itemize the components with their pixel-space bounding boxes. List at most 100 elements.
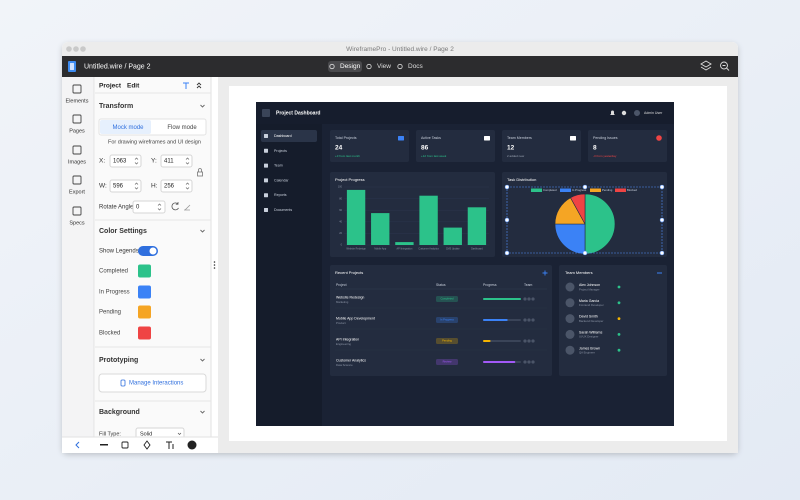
title-bar <box>62 42 738 56</box>
chevron <box>200 358 205 362</box>
x-tick-label: Mobile App <box>374 248 386 251</box>
member-role: Frontend Developer <box>579 303 604 307</box>
resize-grip <box>213 264 216 266</box>
stepper <box>185 157 190 165</box>
status-badge <box>436 296 458 302</box>
bar <box>419 195 438 245</box>
bar <box>443 227 462 245</box>
project-team: Data Science <box>336 363 353 367</box>
section-title: Color Settings <box>99 228 147 235</box>
mode-tab[interactable]: Design <box>340 63 361 70</box>
nav-item[interactable]: Documents <box>274 208 292 212</box>
column-header: Project <box>336 283 347 287</box>
nav-item[interactable]: Team <box>274 164 283 168</box>
team-avatar <box>523 339 527 343</box>
mode-option[interactable]: Flow mode <box>167 125 197 131</box>
nav-item[interactable]: Calendar <box>274 178 289 182</box>
chevron <box>177 432 182 435</box>
stat-card <box>416 130 495 162</box>
settings-icon <box>621 110 627 116</box>
nav-icon <box>264 163 268 168</box>
member-avatar <box>565 329 575 339</box>
mode-tab[interactable]: Docs <box>408 63 424 70</box>
mode-option[interactable]: Mock mode <box>112 125 144 131</box>
legend-label: Completed <box>543 188 557 192</box>
team-avatar <box>527 360 531 364</box>
panel-tab[interactable]: Edit <box>127 83 140 90</box>
legend-swatch <box>590 188 601 192</box>
stat-icon <box>656 135 662 141</box>
stepper <box>157 203 162 211</box>
selection-handle <box>659 217 665 223</box>
pie-slice <box>584 193 616 255</box>
field-value: 411 <box>164 159 174 165</box>
sidebar-icon <box>72 206 82 216</box>
mode-icon <box>397 63 403 70</box>
window-title: WireframePro - Untitled.wire / Page 2 <box>346 46 454 53</box>
nav-item[interactable]: Reports <box>274 193 287 197</box>
stat-icon <box>484 136 490 141</box>
logo <box>262 109 270 117</box>
field-input <box>132 200 166 214</box>
member-name: James Brown <box>579 346 600 350</box>
dashboard-header <box>256 102 674 124</box>
progress-bar <box>483 298 521 300</box>
window-button <box>66 46 72 52</box>
card-title: Recent Projects <box>335 270 363 275</box>
sidebar-item[interactable]: Images <box>68 159 86 165</box>
sidebar-item[interactable]: Elements <box>66 98 89 104</box>
selection-handle <box>582 184 588 190</box>
status-label: Pending <box>442 339 452 343</box>
member-name: Alex Johnson <box>579 283 600 287</box>
selection-handle <box>504 250 510 256</box>
field-label: X: <box>99 158 105 165</box>
chevron <box>200 410 205 414</box>
x-tick-label: Website Redesign <box>346 248 366 251</box>
project-name: Website Redesign <box>336 295 364 299</box>
field-label: Fill Type: <box>99 431 121 437</box>
zoom-icon <box>720 61 728 70</box>
line-tool <box>100 444 108 446</box>
window-button <box>80 46 86 52</box>
progress-bar <box>483 319 508 321</box>
nav-item[interactable]: Dashboard <box>274 134 292 138</box>
mode-hint: For drawing wireframes and UI design <box>108 139 201 145</box>
project-name: Mobile App Development <box>336 316 375 320</box>
toggle-label: Show Legends: <box>99 249 141 255</box>
chevron <box>200 229 205 233</box>
team-avatar <box>527 297 531 301</box>
sidebar-item[interactable]: Specs <box>69 220 85 226</box>
window-button <box>73 46 79 52</box>
bar <box>395 242 414 245</box>
panel-tab[interactable]: Project <box>99 83 122 90</box>
nav-item[interactable]: Projects <box>274 149 287 153</box>
mode-tab[interactable]: View <box>377 63 391 70</box>
zoom-icon-handle <box>722 65 730 71</box>
column-header: Status <box>436 283 446 287</box>
project-team: Engineering <box>336 342 351 346</box>
selection-handle <box>659 250 665 256</box>
bar <box>371 213 390 245</box>
section-title: Transform <box>99 103 133 110</box>
bottom-toolbar <box>62 437 218 453</box>
resize-grip <box>213 267 216 269</box>
sidebar-icon <box>72 175 82 185</box>
dashboard-title: Project Dashboard <box>276 110 320 116</box>
avatar <box>634 110 640 116</box>
team-avatar <box>531 318 535 322</box>
team-avatar <box>523 360 527 364</box>
toggle-knob <box>149 247 157 255</box>
reset-icon <box>184 204 191 211</box>
stat-card <box>502 130 581 162</box>
mode-icon <box>366 63 372 70</box>
chevron <box>200 104 205 108</box>
sidebar-item[interactable]: Pages <box>69 128 85 134</box>
legend-label: Blocked <box>627 188 637 192</box>
field-input <box>160 154 193 168</box>
selection-handle <box>659 184 665 190</box>
team-avatar <box>527 318 531 322</box>
sidebar-item[interactable]: Export <box>69 189 85 195</box>
text-tool <box>166 441 174 449</box>
progress-bar <box>483 340 491 342</box>
stat-label: Team Members <box>507 136 532 140</box>
